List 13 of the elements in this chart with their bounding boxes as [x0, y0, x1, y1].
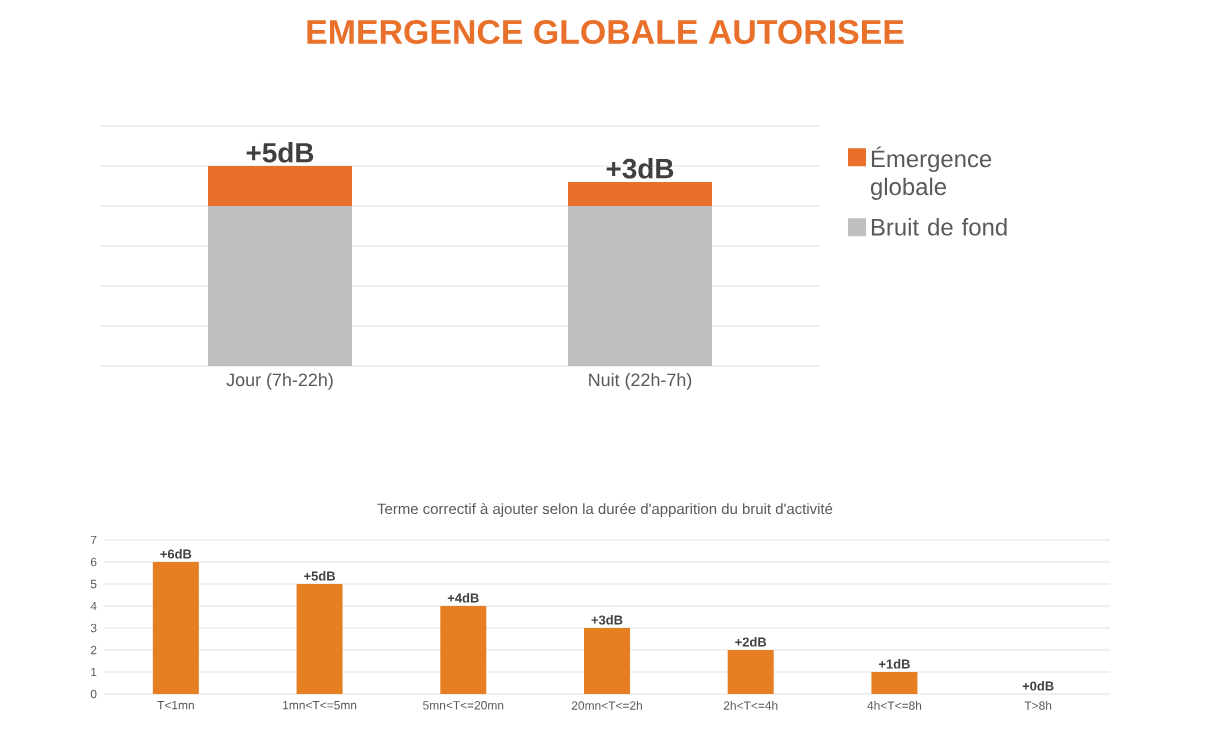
x-tick-label: Jour (7h-22h)	[226, 373, 333, 390]
legend-label: Bruit de fond	[871, 218, 1007, 236]
bar	[871, 672, 918, 694]
bar	[584, 628, 630, 694]
x-tick-label: Nuit (22h-7h)	[589, 373, 692, 390]
bar	[296, 584, 343, 694]
bar	[440, 606, 487, 694]
chart-title: EMERGENCE GLOBALE AUTORISEE	[307, 20, 904, 44]
data-label: +5dB	[246, 142, 314, 163]
legend-label: Émergence globale	[870, 146, 992, 200]
bar	[152, 562, 199, 694]
bar	[727, 650, 774, 694]
data-label: +3dB	[606, 158, 674, 179]
